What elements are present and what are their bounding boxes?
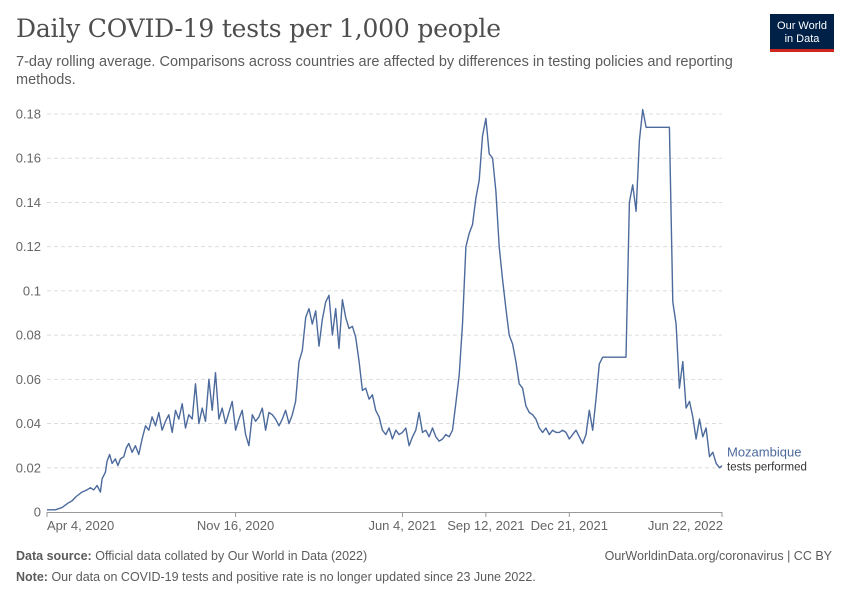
y-tick-label: 0.16 bbox=[16, 151, 41, 166]
y-tick-label: 0.02 bbox=[16, 460, 41, 475]
chart-title: Daily COVID-19 tests per 1,000 people bbox=[16, 14, 501, 43]
chart-subtitle: 7-day rolling average. Comparisons acros… bbox=[16, 54, 733, 88]
series-label: Mozambique bbox=[727, 444, 801, 459]
y-tick-label: 0.06 bbox=[16, 372, 41, 387]
y-tick-label: 0.14 bbox=[16, 195, 41, 210]
gridlines bbox=[47, 113, 722, 469]
x-tick-label: Jun 22, 2022 bbox=[648, 518, 723, 533]
x-tick-label: Apr 4, 2020 bbox=[47, 518, 114, 533]
footer-source: Data source: Official data collated by O… bbox=[16, 549, 367, 563]
footer-credit[interactable]: OurWorldinData.org/coronavirus | CC BY bbox=[604, 549, 832, 563]
x-tick-label: Sep 12, 2021 bbox=[447, 518, 524, 533]
series-sublabel: tests performed bbox=[727, 461, 807, 473]
y-axis-ticks: 0 0.02 0.04 0.06 0.08 0.1 0.12 0.14 0.16 0.18 bbox=[16, 107, 41, 520]
y-tick-label: 0.08 bbox=[16, 328, 41, 343]
y-tick-label: 0.12 bbox=[16, 239, 41, 254]
y-tick-label: 0 bbox=[34, 505, 41, 520]
y-tick-label: 0.1 bbox=[23, 283, 41, 298]
y-tick-label: 0.18 bbox=[16, 107, 41, 122]
footer-note: Note: Our data on COVID-19 tests and pos… bbox=[16, 570, 536, 584]
x-tick-label: Jun 4, 2021 bbox=[368, 518, 436, 533]
logo-line-2: in Data bbox=[784, 33, 820, 45]
x-tick-label: Nov 16, 2020 bbox=[197, 518, 274, 533]
source-text: Official data collated by Our World in D… bbox=[95, 549, 368, 563]
x-tick-label: Dec 21, 2021 bbox=[531, 518, 608, 533]
source-label: Data source: bbox=[16, 549, 92, 563]
note-text: Our data on COVID-19 tests and positive … bbox=[51, 570, 536, 584]
note-label: Note: bbox=[16, 570, 48, 584]
logo-line-1: Our World bbox=[777, 20, 827, 32]
y-tick-label: 0.04 bbox=[16, 416, 41, 431]
series-group[interactable]: Mozambique tests performed bbox=[47, 108, 807, 511]
x-axis: Apr 4, 2020 Nov 16, 2020 Jun 4, 2021 Sep 12… bbox=[46, 512, 723, 533]
owid-logo[interactable]: Our World in Data bbox=[770, 14, 834, 52]
series-line-mozambique bbox=[47, 108, 723, 511]
